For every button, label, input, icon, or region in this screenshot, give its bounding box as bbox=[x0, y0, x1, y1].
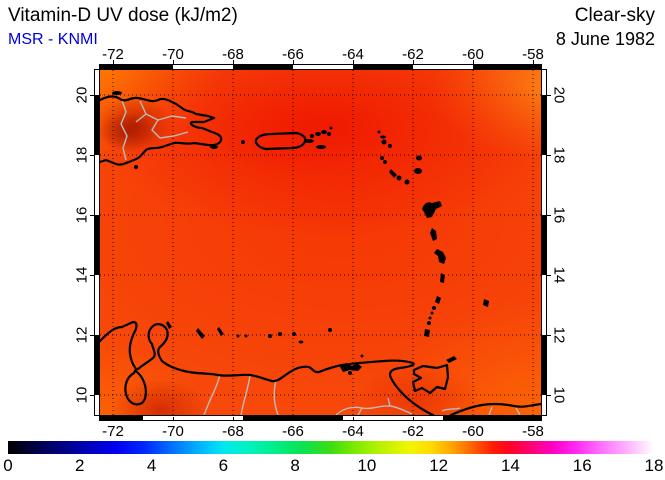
lat-tick-label: 16 bbox=[550, 206, 568, 224]
lon-tick-label: -60 bbox=[462, 46, 484, 63]
data-source-label: MSR - KNMI bbox=[8, 31, 98, 48]
tick-mark bbox=[113, 60, 114, 64]
tick-mark bbox=[533, 417, 534, 421]
lon-tick-label: -66 bbox=[282, 46, 304, 63]
tick-mark bbox=[90, 155, 94, 156]
colorbar-scale bbox=[8, 441, 654, 454]
lon-tick-label: -64 bbox=[342, 46, 364, 63]
map-frame-right bbox=[541, 69, 547, 416]
tick-mark bbox=[353, 417, 354, 421]
small-islands bbox=[112, 91, 489, 375]
tick-mark bbox=[547, 215, 551, 216]
coastline-guiana bbox=[449, 402, 541, 415]
tick-mark bbox=[547, 395, 551, 396]
tick-mark bbox=[173, 60, 174, 64]
coastline-trinidad bbox=[411, 363, 450, 395]
lon-tick-label: -68 bbox=[222, 46, 244, 63]
map-frame-top bbox=[99, 64, 542, 70]
lat-tick-label: 16 bbox=[73, 206, 91, 224]
rivers-and-borders bbox=[120, 99, 521, 415]
lat-tick-label: 18 bbox=[73, 146, 91, 164]
tick-mark bbox=[547, 155, 551, 156]
uv-dose-field bbox=[99, 69, 542, 416]
lon-tick-label: -62 bbox=[402, 46, 424, 63]
colorbar-tick-label: 14 bbox=[500, 456, 520, 475]
colorbar-tick-label: 0 bbox=[3, 456, 13, 475]
lon-tick-label: -62 bbox=[402, 423, 424, 440]
tick-mark bbox=[413, 60, 414, 64]
colorbar-tick-label: 16 bbox=[572, 456, 592, 475]
colorbar-tick-label: 8 bbox=[290, 456, 300, 475]
tick-mark bbox=[547, 335, 551, 336]
colorbar-axis: 0 2 4 6 8 10 12 14 16 18 bbox=[3, 456, 663, 476]
lat-tick-label: 10 bbox=[550, 386, 568, 404]
coastlines bbox=[100, 95, 541, 415]
lat-tick-label: 14 bbox=[550, 266, 568, 284]
map-frame-left bbox=[94, 69, 100, 416]
lon-tick-label: -68 bbox=[222, 423, 244, 440]
tick-mark bbox=[233, 60, 234, 64]
lon-tick-label: -70 bbox=[162, 46, 184, 63]
map-frame-bottom bbox=[99, 415, 542, 421]
colorbar-tick-label: 12 bbox=[429, 456, 449, 475]
graticule-grid bbox=[100, 70, 541, 415]
lat-tick-label: 20 bbox=[550, 86, 568, 104]
lon-tick-label: -60 bbox=[462, 423, 484, 440]
lat-tick-label: 14 bbox=[73, 266, 91, 284]
tick-mark bbox=[293, 417, 294, 421]
lon-tick-label: -66 bbox=[282, 423, 304, 440]
lat-tick-label: 12 bbox=[73, 326, 91, 344]
tick-mark bbox=[547, 95, 551, 96]
lat-tick-label: 18 bbox=[550, 146, 568, 164]
lon-tick-label: -58 bbox=[522, 423, 544, 440]
tick-mark bbox=[293, 60, 294, 64]
tick-mark bbox=[90, 95, 94, 96]
tick-mark bbox=[413, 417, 414, 421]
map-overlay bbox=[100, 70, 541, 415]
colorbar-tick-label: 10 bbox=[357, 456, 377, 475]
tick-mark bbox=[113, 417, 114, 421]
tick-mark bbox=[547, 275, 551, 276]
tick-mark bbox=[473, 417, 474, 421]
coastline-puerto-rico bbox=[254, 131, 307, 151]
lon-tick-label: -70 bbox=[162, 423, 184, 440]
lon-tick-label: -72 bbox=[102, 46, 124, 63]
lon-tick-label: -72 bbox=[102, 423, 124, 440]
tick-mark bbox=[90, 215, 94, 216]
lat-tick-label: 20 bbox=[73, 86, 91, 104]
tick-mark bbox=[233, 417, 234, 421]
lon-tick-label: -58 bbox=[522, 46, 544, 63]
page-title: Vitamin-D UV dose (kJ/m2) bbox=[8, 5, 238, 26]
lon-tick-label: -64 bbox=[342, 423, 364, 440]
tick-mark bbox=[90, 275, 94, 276]
tick-mark bbox=[173, 417, 174, 421]
tick-mark bbox=[90, 395, 94, 396]
date-label: 8 June 1982 bbox=[555, 29, 655, 49]
lat-tick-label: 12 bbox=[550, 326, 568, 344]
sky-condition-label: Clear-sky bbox=[574, 5, 655, 26]
tick-mark bbox=[90, 335, 94, 336]
tick-mark bbox=[353, 60, 354, 64]
coastline-venezuela bbox=[100, 320, 435, 415]
colorbar-tick-label: 6 bbox=[218, 456, 229, 475]
map-plot: -72 -70 -68 -66 -64 -62 -60 -58 -72 -70 -68 -66 -64… bbox=[74, 46, 568, 440]
tick-mark bbox=[473, 60, 474, 64]
colorbar-tick-label: 18 bbox=[644, 456, 664, 475]
colorbar-tick-label: 2 bbox=[75, 456, 85, 475]
coastline-hispaniola bbox=[100, 95, 223, 166]
tick-mark bbox=[533, 60, 534, 64]
colorbar-tick-label: 4 bbox=[146, 456, 157, 475]
lat-tick-label: 10 bbox=[73, 386, 91, 404]
